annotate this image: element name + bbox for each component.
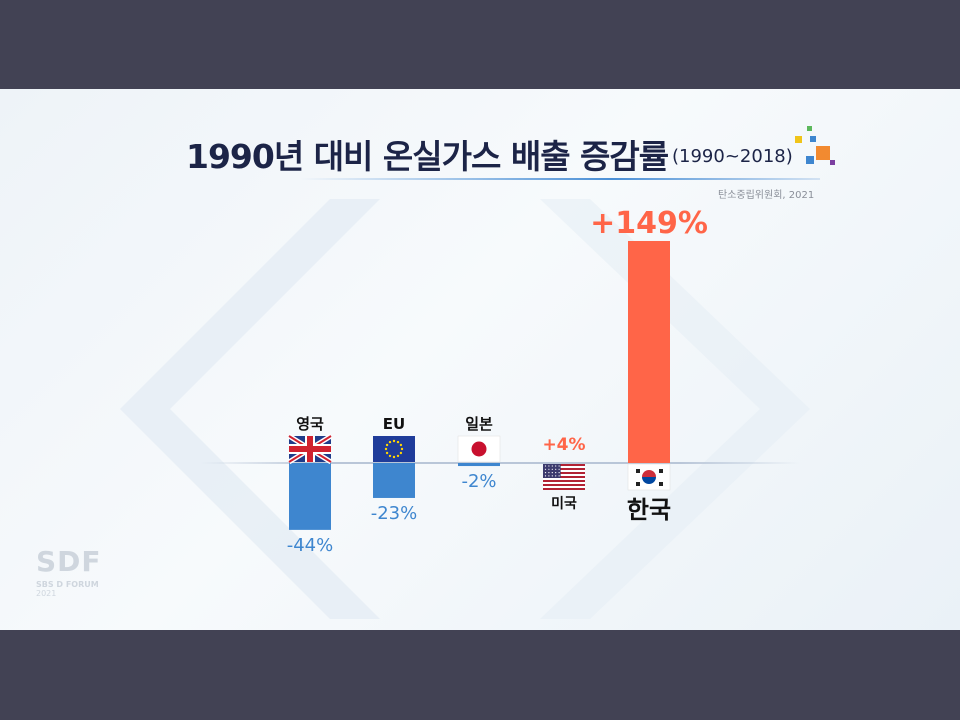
value-label-0: -44% [287,535,334,556]
value-label-3: +4% [542,435,585,455]
value-label-4: +149% [590,206,708,241]
korea-flag-icon [627,463,671,491]
watermark-name: SBS D FORUM [36,580,99,589]
chart-title-range: (1990~2018) [672,146,793,167]
title-underline [300,178,820,180]
background-chevrons [120,199,810,619]
source-note: 탄소중립위원회, 2021 [718,190,815,201]
value-label-2: -2% [461,471,496,492]
japan-flag-icon [457,435,501,463]
category-label-1: EU [383,415,405,433]
category-label-0: 영국 [296,415,324,433]
category-label-4: 한국 [627,496,671,524]
watermark-logo: SDF [36,545,102,578]
category-label-2: 일본 [465,415,493,433]
us-flag-icon [543,464,585,490]
uk-flag-icon [287,433,333,465]
eu-flag-icon [373,436,415,462]
bar-4 [628,240,670,463]
bar-0 [289,463,331,530]
bar-1 [373,463,415,498]
sdf-watermark: SDF SBS D FORUM 2021 [36,545,102,598]
bar-2 [458,463,500,467]
watermark-year: 2021 [36,589,57,598]
decorative-squares-icon [795,126,835,165]
chart-title: 1990년 대비 온실가스 배출 증감률 [186,137,669,176]
value-label-1: -23% [371,503,418,524]
category-label-3: 미국 [551,496,577,512]
